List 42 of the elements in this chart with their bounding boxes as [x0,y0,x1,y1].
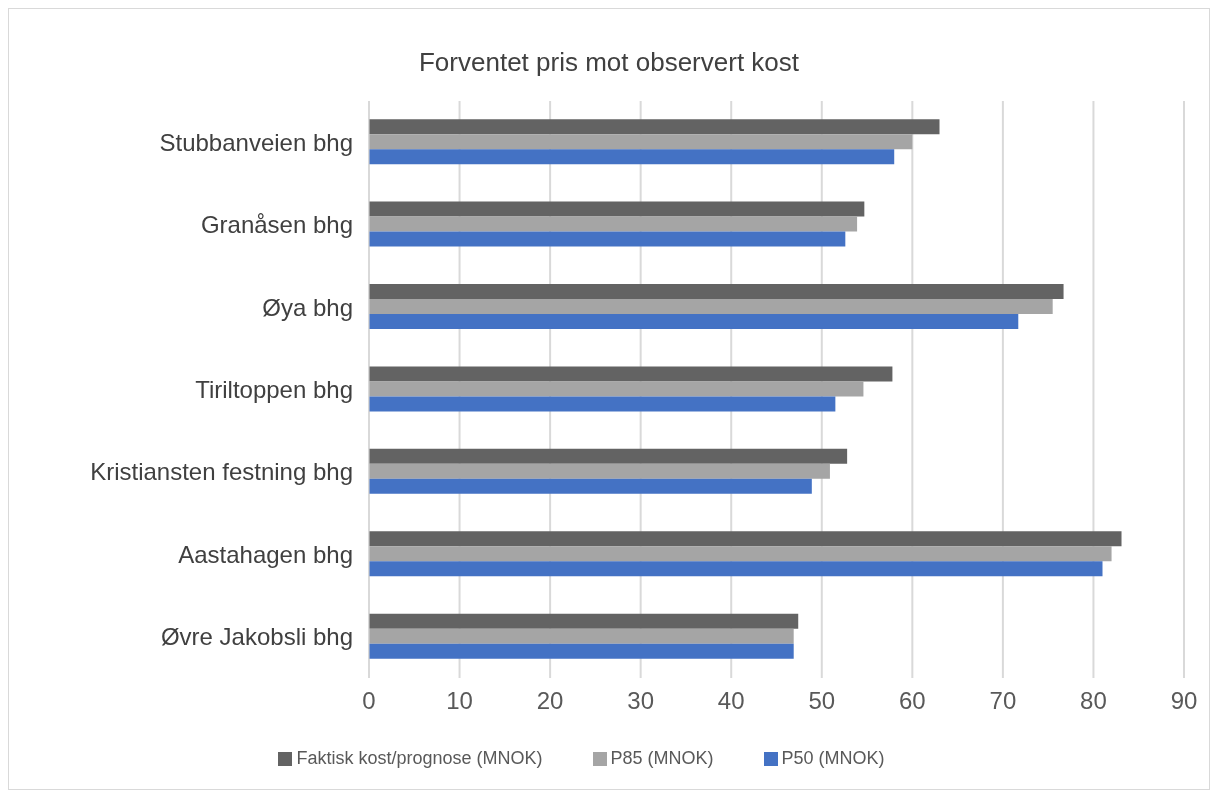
legend-label: Faktisk kost/prognose (MNOK) [296,748,543,768]
bar [369,366,893,382]
y-tick-label: Stubbanveien bhg [159,128,353,156]
bar [369,298,1053,314]
x-tick-label: 30 [627,687,655,715]
bar [369,313,1019,329]
chart-title: Forventet pris mot observert kost [418,47,800,78]
bar [369,134,913,150]
y-tick-label: Tiriltoppen bhg [195,376,353,404]
bar [369,216,858,232]
bar [369,531,1122,547]
bar [369,201,865,217]
bar [369,149,895,165]
legend-label: P85 (MNOK) [610,748,714,768]
x-tick-label: 50 [808,687,836,715]
y-tick-label: Øvre Jakobsli bhg [160,623,353,651]
x-tick-label: 20 [536,687,564,715]
x-tick-label: 70 [989,687,1017,715]
x-tick-label: 90 [1170,687,1198,715]
x-tick-label: 0 [362,687,376,715]
bar [369,381,864,397]
y-tick-label: Granåsen bhg [200,211,353,239]
legend-label: P50 (MNOK) [781,748,885,768]
x-tick-label: 80 [1080,687,1107,715]
bar [369,283,1064,299]
bar [369,119,940,135]
y-tick-label: Kristiansten festning bhg [90,458,353,486]
bar [369,628,794,644]
bar [369,546,1112,562]
y-tick-label: Aastahagen bhg [178,540,353,568]
x-tick-label: 40 [717,687,745,715]
y-tick-label: Øya bhg [262,293,353,321]
bar [369,463,830,479]
bar [369,231,846,247]
x-tick-label: 60 [898,687,926,715]
bar [369,448,848,464]
bar [369,643,794,659]
x-tick-label: 10 [446,687,473,715]
bar [369,561,1103,577]
bar [369,613,799,629]
bar [369,478,812,494]
bar [369,396,836,412]
